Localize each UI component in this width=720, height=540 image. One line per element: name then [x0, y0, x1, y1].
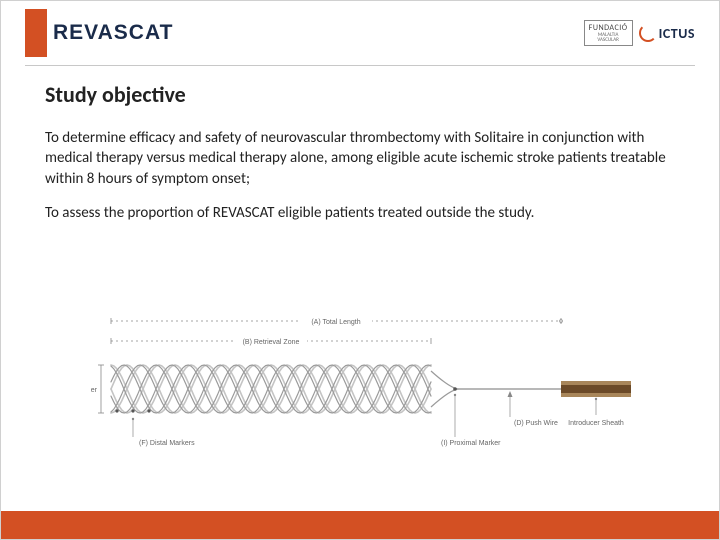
slide: REVASCAT FUNDACIÓ MALALTIA VASCULAR ICTU…	[0, 0, 720, 540]
header: REVASCAT FUNDACIÓ MALALTIA VASCULAR ICTU…	[1, 1, 719, 65]
fundacio-sub2: VASCULAR	[597, 38, 618, 43]
logo-right: FUNDACIÓ MALALTIA VASCULAR ICTUS	[584, 20, 695, 46]
logo-left-text: REVASCAT	[53, 21, 173, 45]
svg-text:(D) Push Wire: (D) Push Wire	[514, 420, 558, 427]
content: Study objective To determine efficacy an…	[45, 81, 675, 223]
svg-text:(I) Proximal Marker: (I) Proximal Marker	[441, 440, 501, 447]
paragraph-1: To determine efficacy and safety of neur…	[45, 128, 675, 189]
slide-title: Study objective	[45, 81, 675, 108]
svg-text:(F) Distal Markers: (F) Distal Markers	[139, 440, 195, 447]
header-rule	[25, 65, 695, 66]
svg-text:(C) Diameter: (C) Diameter	[91, 387, 98, 394]
svg-text:Introducer Sheath: Introducer Sheath	[568, 420, 624, 427]
device-diagram: (A) Total Length (B) Retrieval Zone (C) Di…	[91, 301, 631, 461]
ictus-text: ICTUS	[659, 25, 695, 42]
svg-text:(B) Retrieval Zone: (B) Retrieval Zone	[243, 339, 300, 346]
footer-bar	[1, 511, 719, 539]
logo-left-text-wrap: REVASCAT	[53, 21, 173, 45]
device-diagram-svg: (A) Total Length (B) Retrieval Zone (C) Di…	[91, 301, 631, 461]
paragraph-2: To assess the proportion of REVASCAT eli…	[45, 203, 675, 223]
logo-right-fundacio: FUNDACIÓ MALALTIA VASCULAR	[584, 20, 633, 46]
logo-left-block-icon	[25, 9, 47, 57]
svg-text:(A) Total Length: (A) Total Length	[311, 319, 360, 326]
logo-right-ictus: ICTUS	[639, 24, 695, 42]
logo-left: REVASCAT	[1, 1, 173, 65]
ictus-swirl-icon	[639, 24, 657, 42]
